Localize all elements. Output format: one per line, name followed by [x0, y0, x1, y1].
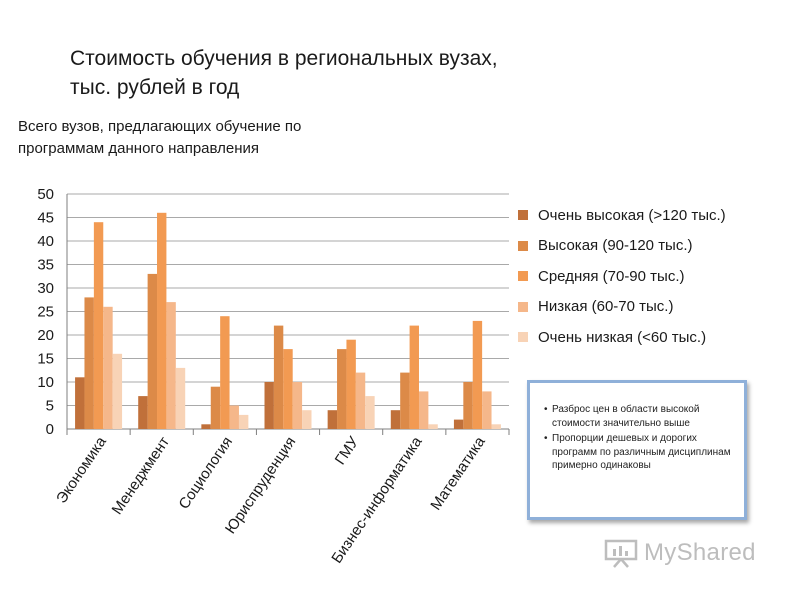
y-tick-label: 50: [37, 186, 54, 203]
legend-item: Высокая (90-120 тыс.): [518, 231, 788, 262]
chart-title-line-1: Стоимость обучения в региональных вузах,: [70, 47, 498, 70]
bar: [327, 410, 338, 429]
x-tick-label: Социология: [175, 434, 236, 513]
legend-label: Очень низкая (<60 тыс.): [538, 328, 707, 346]
bar: [337, 349, 347, 429]
bar: [273, 325, 284, 429]
bar: [264, 382, 274, 429]
x-tick-label: Математика: [427, 433, 489, 513]
bar: [210, 386, 221, 429]
note-text: Разброс цен в области высокой стоимости …: [552, 404, 700, 429]
legend-swatch: [518, 332, 528, 343]
legend-swatch: [518, 301, 528, 312]
bar: [166, 302, 176, 429]
bar: [365, 396, 375, 429]
myshared-logo[interactable]: MyShared: [604, 538, 756, 568]
bullet-icon: •: [544, 404, 548, 415]
y-tick-label: 20: [37, 327, 54, 344]
y-tick-label: 10: [37, 374, 54, 391]
bar: [409, 325, 419, 429]
y-tick-label: 0: [46, 421, 54, 438]
chart-legend: Очень высокая (>120 тыс.) Высокая (90-120…: [518, 200, 788, 353]
legend-label: Низкая (60-70 тыс.): [538, 298, 674, 316]
x-tick-label: Экономика: [53, 433, 110, 506]
bar: [355, 372, 366, 429]
chart-title-line-2: тыс. рублей в год: [70, 76, 240, 99]
bar: [147, 273, 158, 429]
y-tick-label: 5: [46, 398, 54, 415]
bar: [84, 297, 94, 429]
chart-title: Стоимость обучения в региональных вузах,…: [70, 44, 590, 102]
legend-item: Очень низкая (<60 тыс.): [518, 322, 788, 353]
legend-label: Очень высокая (>120 тыс.): [538, 206, 726, 224]
bar: [138, 396, 148, 429]
bar: [482, 391, 492, 429]
x-tick-label: Юриспруденция: [222, 434, 299, 537]
bar: [229, 405, 239, 429]
presentation-board-icon: [604, 539, 638, 568]
bar: [453, 419, 464, 429]
bar: [292, 382, 303, 429]
bar: [428, 424, 438, 429]
legend-item: Очень высокая (>120 тыс.): [518, 200, 788, 231]
x-tick-label: Менеджмент: [109, 434, 173, 518]
y-tick-label: 35: [37, 257, 54, 274]
bar: [491, 424, 501, 429]
legend-swatch: [518, 240, 528, 251]
bar: [201, 424, 211, 429]
legend-swatch: [518, 210, 528, 221]
legend-item: Низкая (60-70 тыс.): [518, 292, 788, 323]
y-tick-label: 15: [37, 351, 54, 368]
note-item: • Пропорции дешевых и дорогих программ п…: [544, 432, 734, 473]
bar: [93, 222, 104, 429]
bar: [238, 414, 249, 429]
note-item: • Разброс цен в области высокой стоимост…: [544, 403, 734, 430]
bar: [175, 367, 186, 429]
legend-item: Средняя (70-90 тыс.): [518, 261, 788, 292]
legend-label: Высокая (90-120 тыс.): [538, 237, 693, 255]
logo-text: MyShared: [644, 539, 756, 566]
notes-box: • Разброс цен в области высокой стоимост…: [527, 380, 747, 520]
bar: [157, 212, 167, 429]
bullet-icon: •: [544, 433, 548, 444]
bar: [103, 306, 113, 429]
bar: [283, 349, 293, 429]
x-tick-label: ГМУ: [332, 433, 363, 468]
legend-swatch: [518, 271, 528, 282]
bar: [302, 410, 312, 429]
bar: [75, 377, 85, 429]
y-tick-label: 25: [37, 304, 54, 321]
bar: [220, 316, 230, 429]
bar: [463, 382, 473, 429]
bar: [390, 410, 401, 429]
note-text: Пропорции дешевых и дорогих программ по …: [552, 433, 731, 471]
bar: [400, 372, 410, 429]
y-tick-label: 30: [37, 280, 54, 297]
y-axis-caption: Всего вузов, предлагающих обучение по пр…: [18, 118, 302, 157]
legend-label: Средняя (70-90 тыс.): [538, 267, 685, 285]
y-tick-label: 45: [37, 210, 54, 227]
y-tick-label: 40: [37, 233, 54, 250]
bar: [472, 320, 483, 429]
bar: [112, 353, 123, 429]
bar: [418, 391, 429, 429]
bar: [346, 339, 356, 429]
